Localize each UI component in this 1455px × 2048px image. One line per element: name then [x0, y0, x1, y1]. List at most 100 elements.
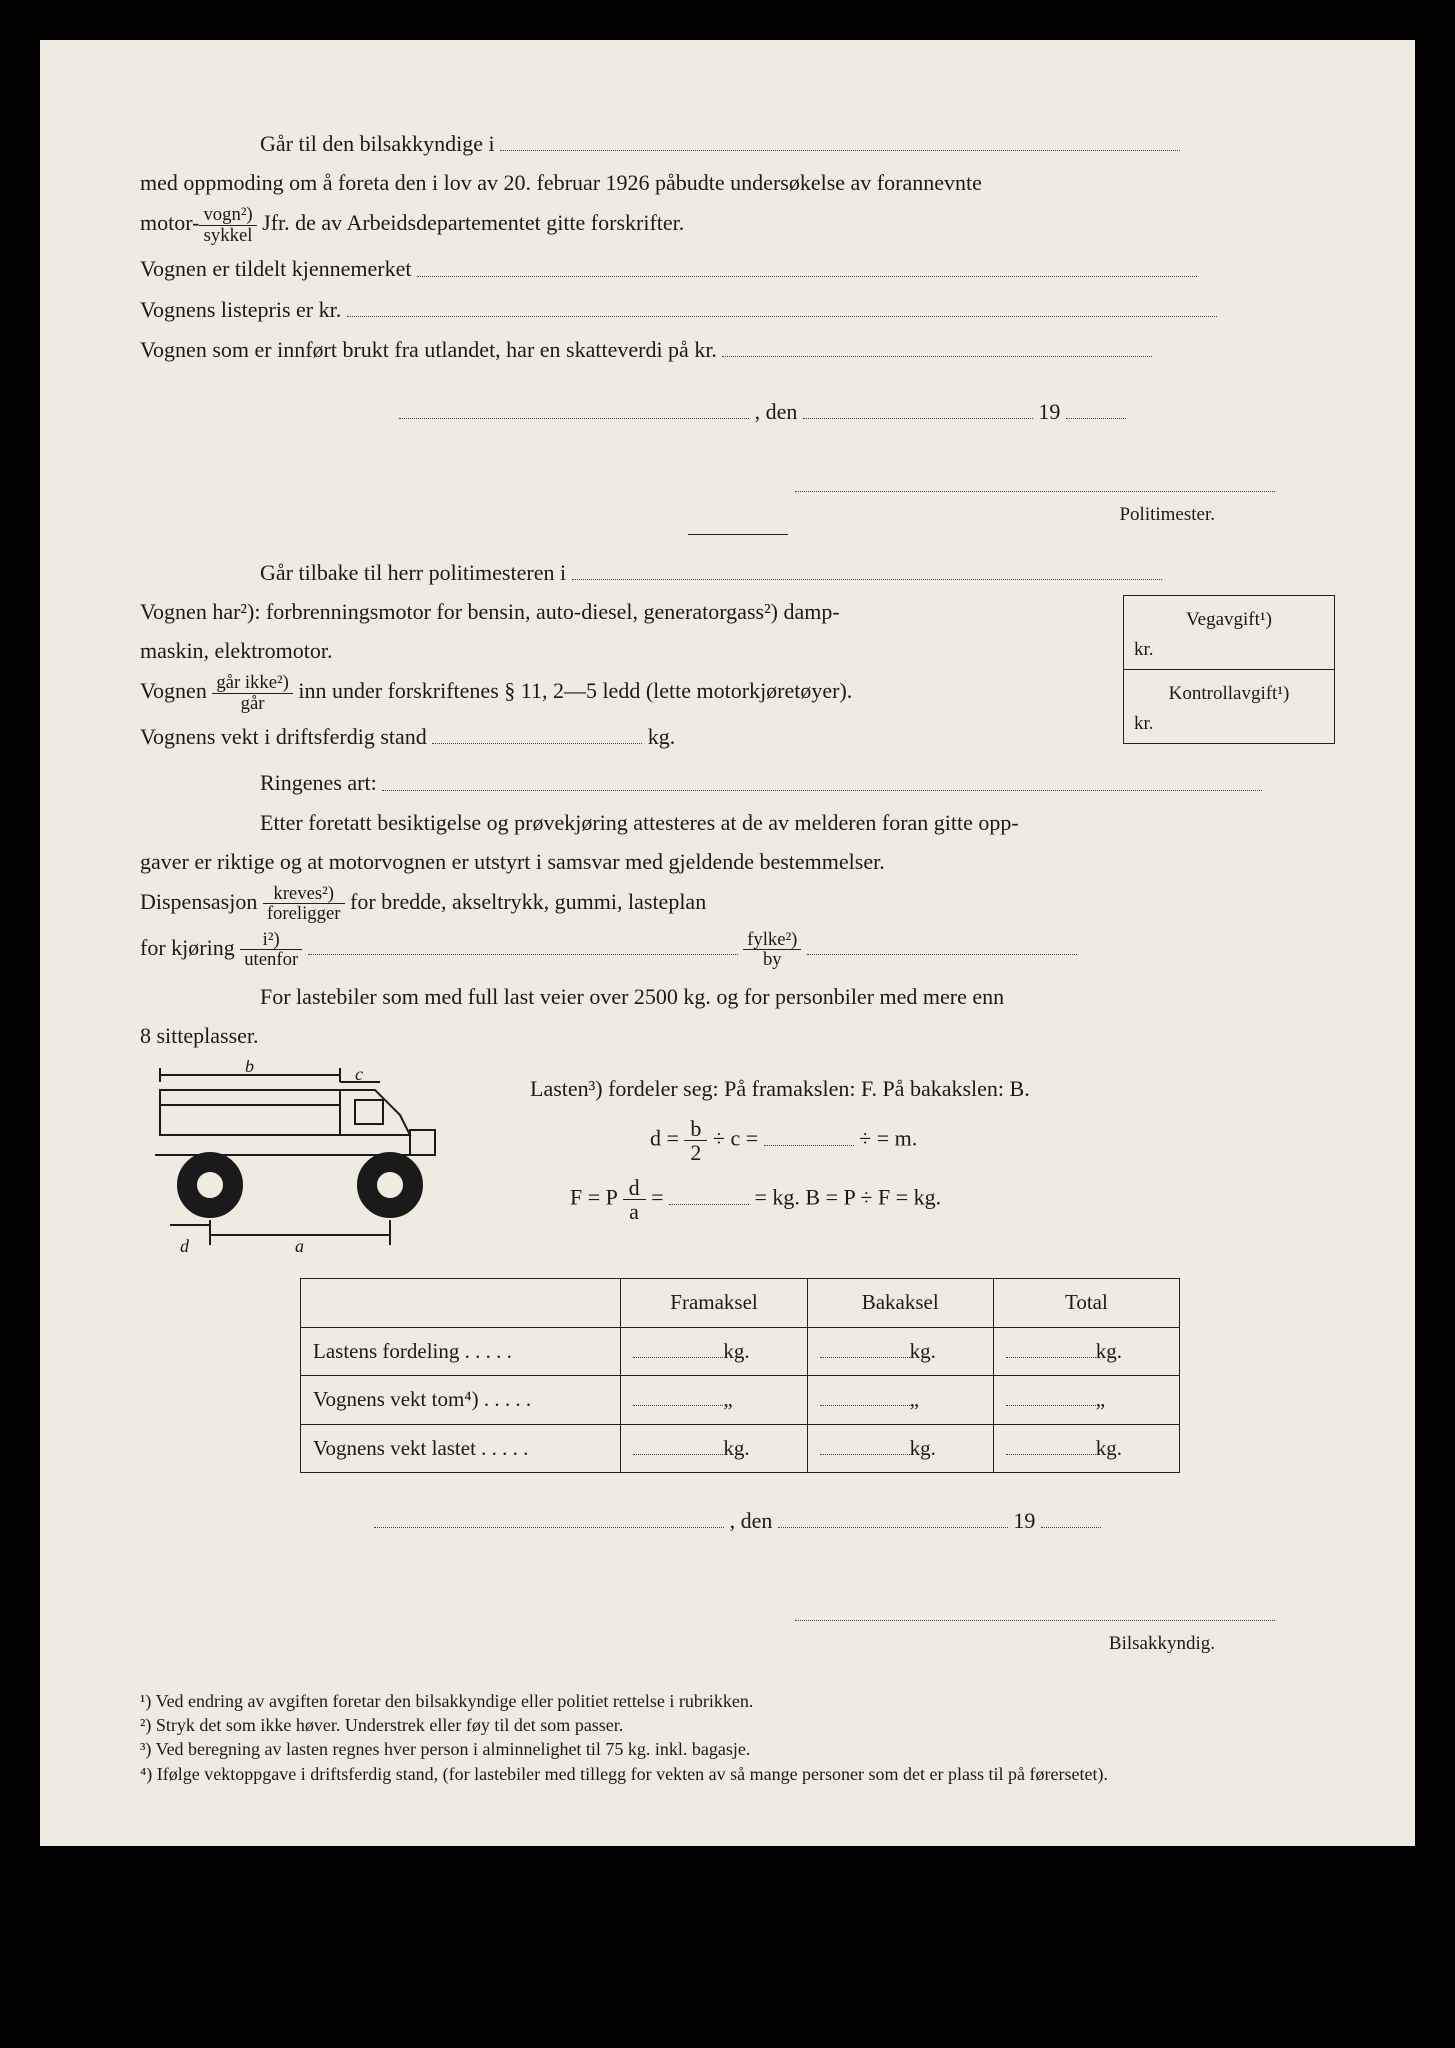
cell[interactable]: kg.	[807, 1327, 993, 1376]
th-blank	[301, 1279, 621, 1328]
formula-block: Lasten³) fordeler seg: På framakslen: F.…	[510, 1060, 1335, 1235]
cell[interactable]: kg.	[807, 1424, 993, 1473]
ring-pre: Ringenes art:	[260, 771, 377, 796]
table-header-row: Framaksel Bakaksel Total	[301, 1279, 1180, 1328]
attest1: Etter foretatt besiktigelse og prøvekjør…	[140, 806, 1335, 839]
s1-line3: motor-vogn²)sykkel Jfr. de av Arbeidsdep…	[140, 205, 1335, 245]
th-total: Total	[993, 1279, 1179, 1328]
da-frac: da	[623, 1176, 646, 1223]
row2-label: Vognens vekt lastet . . . . .	[301, 1424, 621, 1473]
ringenes-art: Ringenes art:	[140, 765, 1335, 799]
s3-intro1: For lastebiler som med full last veier o…	[140, 980, 1335, 1013]
truck-and-formulas: a d b c Lasten³) fordeler seg: På framak…	[140, 1060, 1335, 1260]
kontrollavgift-label: Kontrollavgift¹)	[1134, 680, 1324, 709]
s1-line2: med oppmoding om å foreta den i lov av 2…	[140, 166, 1335, 199]
formula-f: F = P da = = kg. B = P ÷ F = kg.	[530, 1176, 1335, 1223]
document-page: Går til den bilsakkyndige i med oppmodin…	[40, 40, 1415, 1846]
year-blank[interactable]	[1041, 1503, 1101, 1528]
th-bakaksel: Bakaksel	[807, 1279, 993, 1328]
den2: , den	[730, 1508, 773, 1533]
kjoring-frac: i²)utenfor	[240, 930, 302, 970]
cell[interactable]: kg.	[621, 1327, 807, 1376]
blank-line[interactable]	[572, 555, 1162, 580]
s1-line1: Går til den bilsakkyndige i	[140, 126, 1335, 160]
date-block-1: , den 19	[190, 394, 1335, 428]
footnote-2: ²) Stryk det som ikke høver. Understrek …	[140, 1713, 1335, 1737]
blank-line[interactable]	[500, 126, 1180, 151]
s1-line4: Vognen er tildelt kjennemerket	[140, 251, 1335, 285]
table-row: Vognens vekt lastet . . . . . kg. kg. kg…	[301, 1424, 1180, 1473]
kjoring-pre: for kjøring	[140, 935, 240, 960]
l4-pre: Vognens vekt i driftsferdig stand	[140, 724, 427, 749]
blank-line[interactable]	[807, 930, 1077, 955]
y19-2: 19	[1013, 1508, 1035, 1533]
blank-line[interactable]	[432, 719, 642, 744]
place-blank[interactable]	[374, 1503, 724, 1528]
cell[interactable]: kg.	[993, 1327, 1179, 1376]
blank-line[interactable]	[382, 765, 1262, 790]
disp-line: Dispensasjon kreves²)foreligger for bred…	[140, 884, 1335, 924]
s1-l1-text: Går til den bilsakkyndige i	[260, 131, 495, 156]
cell[interactable]: kg.	[621, 1424, 807, 1473]
cell[interactable]: „	[621, 1376, 807, 1425]
blank-line[interactable]	[417, 251, 1197, 276]
attest2: gaver er riktige og at motorvognen er ut…	[140, 845, 1335, 878]
cell[interactable]: kg.	[993, 1424, 1179, 1473]
s2-l1: Går tilbake til herr politimesteren i	[260, 560, 566, 585]
kontrollavgift-row: Kontrollavgift¹) kr.	[1124, 670, 1334, 743]
gar-frac: går ikke²)går	[212, 673, 293, 713]
motor-pre: motor-	[140, 210, 199, 235]
bilsakkyndig-label: Bilsakkyndig.	[140, 1630, 1335, 1659]
footnote-4: ⁴) Ifølge vektoppgave i driftsferdig sta…	[140, 1762, 1335, 1786]
l3-post: Jfr. de av Arbeidsdepartementet gitte fo…	[262, 210, 684, 235]
svg-text:a: a	[295, 1236, 304, 1256]
divider	[688, 534, 788, 535]
formula-d: d = b2 ÷ c = ÷ = m.	[530, 1117, 1335, 1164]
fylke-frac: fylke²)by	[743, 930, 801, 970]
sig-line[interactable]	[795, 491, 1275, 492]
blank-line[interactable]	[347, 292, 1217, 317]
year-blank[interactable]	[1066, 394, 1126, 419]
s3-intro2: 8 sitteplasser.	[140, 1019, 1335, 1052]
lasten-header: Lasten³) fordeler seg: På framakslen: F.…	[530, 1072, 1335, 1105]
cell[interactable]: „	[807, 1376, 993, 1425]
row0-label: Lastens fordeling . . . . .	[301, 1327, 621, 1376]
footnotes: ¹) Ved endring av avgiften foretar den b…	[140, 1689, 1335, 1786]
b2-frac: b2	[684, 1117, 707, 1164]
kjoring-line: for kjøring i²)utenfor fylke²)by	[140, 930, 1335, 970]
vogn-sykkel-frac: vogn²)sykkel	[199, 205, 256, 245]
den: , den	[755, 399, 798, 424]
footnote-3: ³) Ved beregning av lasten regnes hver p…	[140, 1737, 1335, 1761]
s1-line5: Vognens listepris er kr.	[140, 292, 1335, 326]
politimester-label: Politimester.	[140, 501, 1335, 530]
kontrollavgift-kr: kr.	[1134, 710, 1324, 739]
cell[interactable]: „	[993, 1376, 1179, 1425]
blank-line[interactable]	[722, 332, 1152, 357]
blank-line[interactable]	[308, 930, 738, 955]
sig-line[interactable]	[795, 1620, 1275, 1621]
weight-table: Framaksel Bakaksel Total Lastens fordeli…	[300, 1278, 1180, 1473]
blank[interactable]	[669, 1180, 749, 1205]
footnote-1: ¹) Ved endring av avgiften foretar den b…	[140, 1689, 1335, 1713]
l5-text: Vognens listepris er kr.	[140, 297, 341, 322]
blank[interactable]	[764, 1120, 854, 1145]
fees-box: Vegavgift¹) kr. Kontrollavgift¹) kr.	[1123, 595, 1335, 744]
table-row: Vognens vekt tom⁴) . . . . . „ „ „	[301, 1376, 1180, 1425]
truck-diagram: a d b c	[140, 1060, 510, 1260]
l3-pre: Vognen	[140, 678, 212, 703]
s1-line6: Vognen som er innført brukt fra utlandet…	[140, 332, 1335, 366]
disp-post: for bredde, akseltrykk, gummi, lasteplan	[350, 889, 706, 914]
s2-line2a: Vognen har²): forbrenningsmotor for bens…	[140, 595, 1040, 628]
svg-text:c: c	[355, 1064, 363, 1084]
date-blank[interactable]	[778, 1503, 1008, 1528]
disp-pre: Dispensasjon	[140, 889, 263, 914]
date-blank[interactable]	[803, 394, 1033, 419]
row1-label: Vognens vekt tom⁴) . . . . .	[301, 1376, 621, 1425]
vegavgift-row: Vegavgift¹) kr.	[1124, 596, 1334, 670]
l4-text: Vognen er tildelt kjennemerket	[140, 257, 411, 282]
svg-text:b: b	[245, 1060, 254, 1076]
place-blank[interactable]	[399, 394, 749, 419]
table-row: Lastens fordeling . . . . . kg. kg. kg.	[301, 1327, 1180, 1376]
politimester-sig	[140, 468, 1335, 501]
s2-line1: Går tilbake til herr politimesteren i	[140, 555, 1335, 589]
